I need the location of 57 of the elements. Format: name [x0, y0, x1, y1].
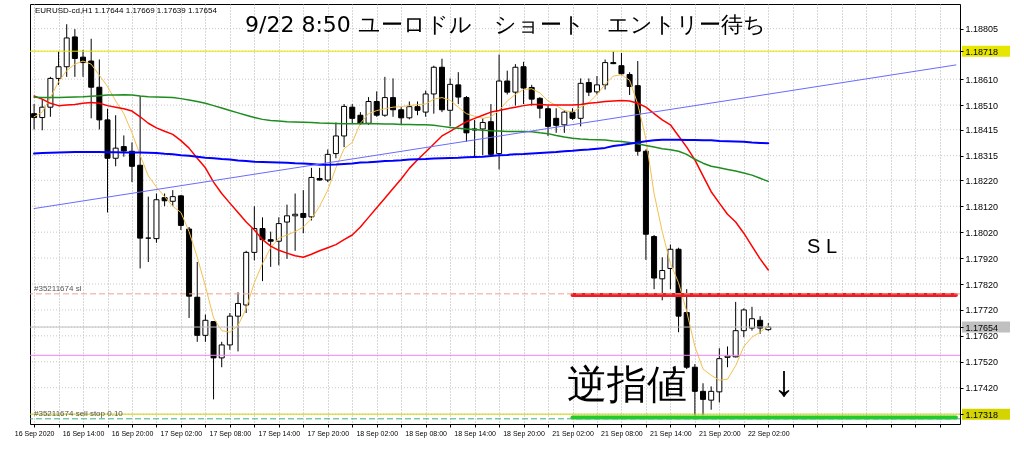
y-tick-label: 1.18220: [965, 175, 999, 186]
candlestick: [545, 105, 552, 137]
candlestick: [218, 341, 225, 368]
ref-line-label: #35211674 sl: [34, 283, 82, 293]
candlestick: [553, 107, 560, 134]
candlestick: [422, 90, 429, 118]
candlestick: [71, 28, 78, 78]
candlestick: [120, 134, 127, 158]
candlestick: [593, 75, 600, 95]
candlestick: [479, 117, 486, 156]
candlestick: [112, 114, 119, 167]
candlestick: [724, 345, 731, 368]
annotation: EURUSD-cd,H1 1.17644 1.17669 1.17639 1.17654: [35, 6, 218, 15]
line-series: [33, 93, 770, 183]
y-tick-label: 1.17654: [965, 322, 999, 333]
candlestick: [332, 121, 339, 159]
line-series: [33, 95, 770, 271]
candlestick: [283, 204, 290, 260]
y-tick-label: 1.17620: [965, 331, 999, 342]
annotation: ↓: [773, 356, 795, 405]
candlestick: [381, 76, 388, 118]
y-tick-label: 1.18510: [965, 100, 999, 111]
candlestick: [740, 307, 747, 338]
y-tick-label: 1.17520: [965, 357, 999, 368]
y-tick-label: 1.17420: [965, 383, 999, 394]
y-tick-label: 1.18315: [965, 151, 999, 162]
y-tick-label: 1.18610: [965, 74, 999, 85]
candlestick: [267, 231, 274, 268]
y-tick-label: 1.18120: [965, 201, 999, 212]
candlestick: [659, 256, 666, 301]
candlestick: [528, 84, 535, 107]
candlestick: [455, 71, 462, 105]
candlestick: [259, 216, 266, 282]
candlestick: [373, 90, 380, 118]
candlestick: [349, 103, 356, 124]
candlestick: [602, 58, 609, 91]
annotation: 逆指値: [567, 362, 687, 406]
y-tick-label: 1.18415: [965, 125, 999, 136]
candlestick: [275, 216, 282, 266]
candlestick: [708, 385, 715, 411]
chart-title: 9/22 8:50 ユーロドル ショート エントリー待ち: [245, 12, 766, 37]
line-series: [33, 138, 770, 166]
y-tick-label: 1.18020: [965, 227, 999, 238]
candlestick: [300, 189, 307, 234]
annotation: S L: [806, 235, 838, 257]
candlestick: [251, 205, 258, 261]
candlestick: [145, 196, 152, 263]
candlestick: [536, 96, 543, 119]
y-tick-label: 1.17820: [965, 279, 999, 290]
y-tick-label: 1.17318: [965, 409, 999, 420]
candlestick: [504, 70, 511, 95]
y-tick-label: 1.17920: [965, 253, 999, 264]
candlestick: [235, 291, 242, 352]
y-tick-label: 1.18718: [965, 46, 999, 57]
y-tick-label: 1.17720: [965, 305, 999, 316]
candlestick: [700, 382, 707, 416]
y-tick-label: 1.18805: [965, 24, 999, 35]
